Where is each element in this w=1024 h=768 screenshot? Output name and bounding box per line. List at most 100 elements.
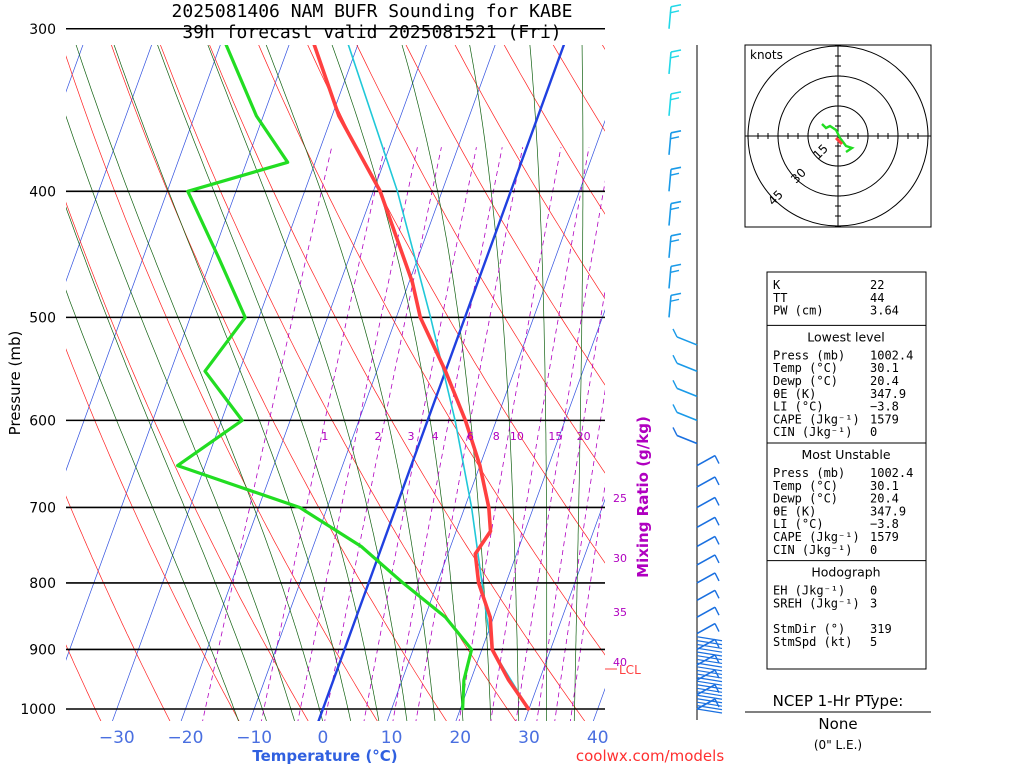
temperature-tick-label: −20 xyxy=(168,728,204,748)
wind-barb-staff xyxy=(696,476,716,488)
moist-adiabat xyxy=(157,45,380,721)
x-axis-title: Temperature (°C) xyxy=(252,747,397,765)
wind-barb-flag xyxy=(669,10,680,14)
mixing-ratio-line xyxy=(324,147,442,721)
wind-barb-low xyxy=(696,684,723,690)
wind-barb-staff xyxy=(696,606,716,618)
mixing-ratio-label: 4 xyxy=(432,430,439,443)
index-label: Press (mb) xyxy=(773,466,845,480)
wind-barb-low xyxy=(696,662,723,668)
index-value: 30.1 xyxy=(870,479,899,493)
wind-barb-flag xyxy=(714,606,720,616)
index-label: PW (cm) xyxy=(773,304,824,318)
wind-barb-low xyxy=(696,636,723,642)
dry-adiabat xyxy=(356,45,605,474)
wind-barb xyxy=(668,200,682,226)
wind-barb-low xyxy=(696,647,723,653)
index-value: 0 xyxy=(870,584,877,598)
pressure-tick-label: 400 xyxy=(29,184,56,200)
mixing-ratio-line xyxy=(569,482,605,721)
moist-adiabat-lines xyxy=(66,45,584,721)
zero-isotherm xyxy=(317,45,566,721)
lcl-label: LCL xyxy=(619,663,641,677)
mixing-ratio-label: 25 xyxy=(613,492,627,505)
index-value: 0 xyxy=(870,543,877,557)
moist-adiabat xyxy=(331,45,464,721)
index-value: 0 xyxy=(870,425,877,439)
index-label: θE (K) xyxy=(773,504,816,518)
wind-barb-flag xyxy=(672,404,678,413)
index-value: −3.8 xyxy=(870,400,899,414)
temperature-tick-label: 20 xyxy=(449,728,471,748)
wind-barb-flag xyxy=(670,200,682,205)
moist-adiabat xyxy=(66,115,295,721)
dry-adiabat xyxy=(437,0,1024,742)
index-label: StmDir (°) xyxy=(773,622,845,636)
wind-barb xyxy=(672,354,698,372)
wind-barb xyxy=(668,91,682,116)
index-label: Temp (°C) xyxy=(773,479,838,493)
wind-barb xyxy=(668,292,682,318)
wind-barb-low xyxy=(696,673,723,679)
temperature-tick-label: 10 xyxy=(381,728,403,748)
index-label: Press (mb) xyxy=(773,348,845,362)
isotherm-line xyxy=(180,45,427,721)
wind-barb-staff xyxy=(696,638,716,651)
credit-text: coolwx.com/models xyxy=(576,747,724,765)
wind-barb-staff xyxy=(696,554,716,566)
wind-barb-staff xyxy=(676,336,698,346)
moist-adiabat xyxy=(66,289,239,721)
wind-barb xyxy=(672,328,698,346)
moist-adiabat xyxy=(66,206,267,721)
index-value: 347.9 xyxy=(870,387,906,401)
index-value: 20.4 xyxy=(870,374,899,388)
index-label: θE (K) xyxy=(773,387,816,401)
isotherm-line xyxy=(455,309,605,721)
ptype-amount: (0" L.E.) xyxy=(814,738,862,752)
mixing-ratio-line xyxy=(261,147,386,721)
wind-barb-staff xyxy=(668,203,672,226)
dry-adiabat xyxy=(66,55,378,721)
wind-barb xyxy=(696,496,720,509)
wind-barb-flag xyxy=(670,3,682,8)
mixing-ratio-label: 35 xyxy=(613,606,627,619)
mixing-ratio-label: 10 xyxy=(510,430,524,443)
wind-barb xyxy=(696,554,720,566)
index-label: TT xyxy=(773,291,787,305)
hodograph-trace xyxy=(821,123,855,153)
indices-panel xyxy=(766,271,927,670)
index-value: 30.1 xyxy=(870,361,899,375)
wind-barb-flag xyxy=(672,380,678,389)
wind-barb-flag xyxy=(672,328,678,338)
index-label: CIN (Jkg⁻¹) xyxy=(773,425,852,439)
wind-barb-flag xyxy=(670,263,682,268)
wind-barb-staff xyxy=(668,169,672,192)
dry-adiabat xyxy=(307,45,605,564)
wind-barb-staff xyxy=(696,622,716,635)
moist-adiabat xyxy=(265,45,436,721)
index-label: Temp (°C) xyxy=(773,361,838,375)
wind-barb-flag xyxy=(714,572,720,582)
index-value: 1579 xyxy=(870,530,899,544)
wind-barb xyxy=(668,233,682,258)
wind-barb-flag xyxy=(669,136,680,140)
wind-barb xyxy=(672,380,698,398)
mixing-ratio-lines xyxy=(202,147,605,721)
mixing-ratio-line xyxy=(415,147,524,721)
mixing-ratio-label: 20 xyxy=(577,430,591,443)
mixing-ratio-label: 30 xyxy=(613,552,627,565)
wind-barb-staff xyxy=(668,266,672,289)
pressure-tick-label: 900 xyxy=(29,642,56,658)
wind-barb-staff xyxy=(696,535,716,548)
wind-barb-flag xyxy=(669,206,680,211)
wind-barb-low xyxy=(696,694,723,700)
wind-barb xyxy=(668,3,682,29)
plot-frame xyxy=(66,45,605,721)
index-value: −3.8 xyxy=(870,517,899,531)
wind-barb-low xyxy=(696,680,723,686)
wind-barb xyxy=(668,130,682,155)
mixing-ratio-label: 40 xyxy=(613,656,627,669)
isotherm-line xyxy=(318,45,565,721)
index-value: 3 xyxy=(870,596,877,610)
